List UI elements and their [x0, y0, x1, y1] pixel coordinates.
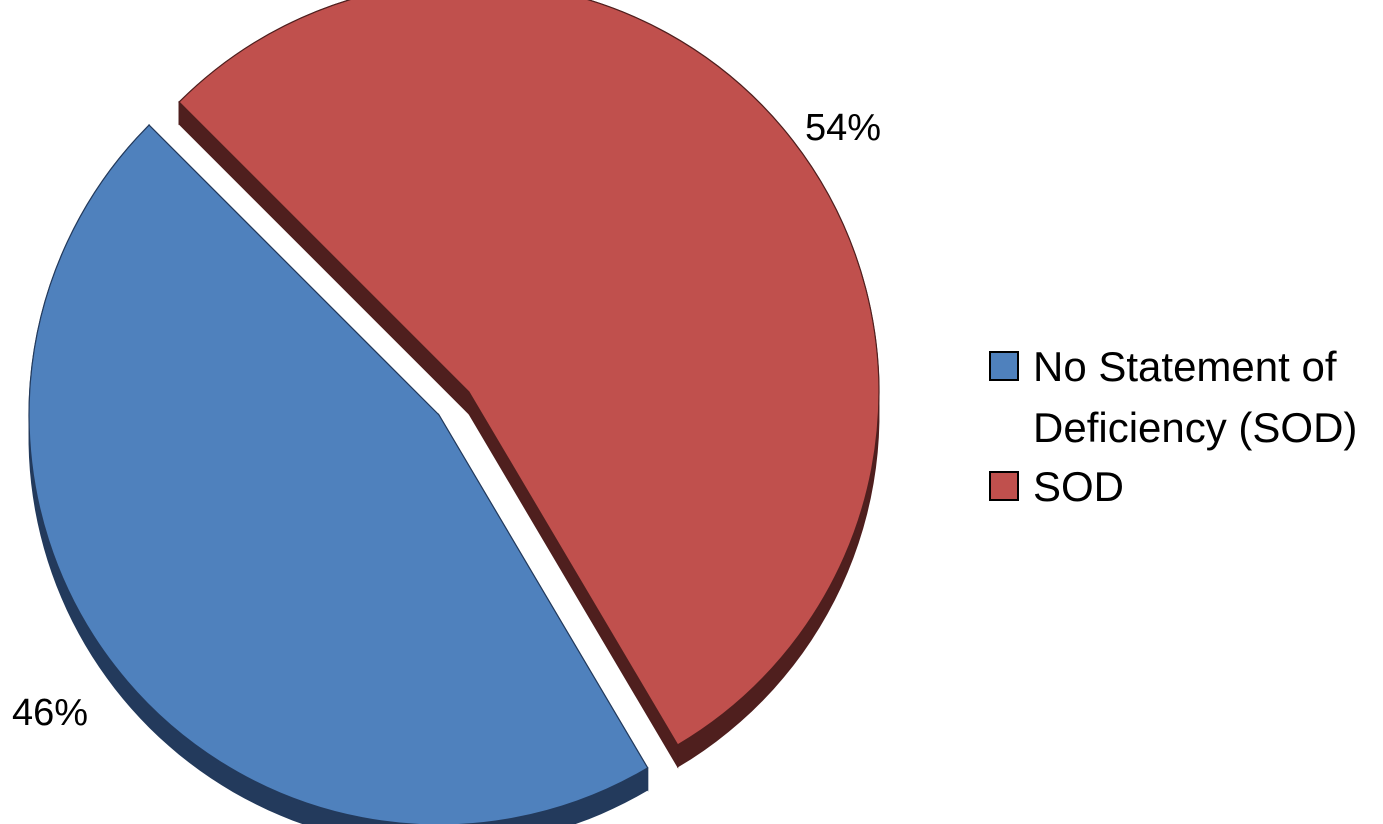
slice-sod: [178, 0, 880, 746]
legend: No Statement of Deficiency (SOD) SOD: [989, 343, 1357, 510]
pie-slices: [28, 0, 880, 824]
legend-swatch-sod: [989, 471, 1019, 501]
slice-no-sod: [28, 124, 649, 824]
legend-label-sod: SOD: [1033, 463, 1124, 510]
data-label-no-sod: 46%: [12, 692, 88, 734]
legend-label-no-sod-line1: No Statement of: [1033, 343, 1337, 390]
legend-swatch-no-sod: [989, 351, 1019, 381]
data-label-sod: 54%: [805, 107, 881, 149]
legend-label-no-sod-line2: Deficiency (SOD): [1033, 404, 1357, 451]
pie-data-labels: 54% 46%: [12, 107, 881, 734]
